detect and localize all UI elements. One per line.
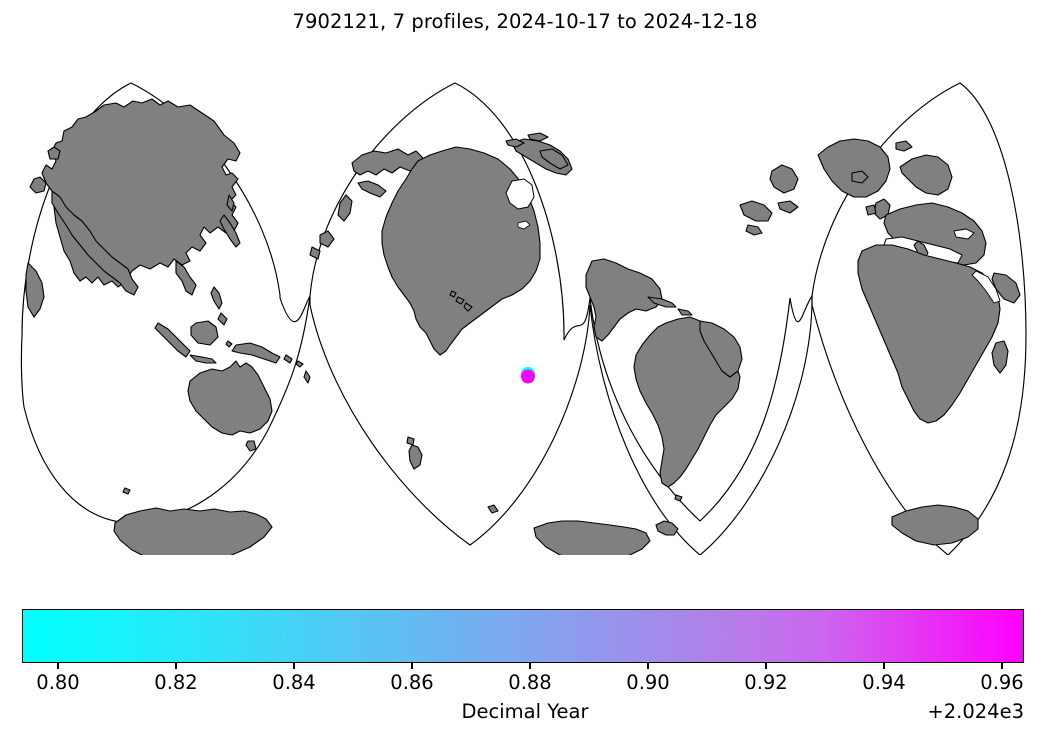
- lobe-europe-africa: [699, 82, 1027, 555]
- tick-mark: [647, 663, 649, 669]
- coastline-chukotka-sliver: [309, 246, 321, 260]
- coastline-africa-east-edge: [25, 262, 45, 318]
- coastline-hawaii: [449, 290, 457, 298]
- lobe-eurasia-australia: [20, 82, 311, 555]
- coastline-island-southern-1: [122, 487, 131, 495]
- coastline-aleutians: [357, 180, 387, 198]
- coastline-scandinavia-left: [47, 146, 61, 160]
- colorbar-axis-label: Decimal Year: [461, 700, 589, 723]
- coastline-north-america: [381, 146, 541, 356]
- coastline-greenland: [817, 138, 891, 198]
- coastline-philippines: [210, 286, 223, 310]
- coastline-europe-left: [29, 176, 47, 194]
- colorbar-gradient[interactable]: [22, 609, 1024, 663]
- coastline-arctic-island-1: [505, 138, 525, 148]
- world-map: [20, 82, 1027, 555]
- coastline-africa: [857, 244, 1001, 424]
- coastline-island-south-atlantic: [674, 494, 683, 502]
- tick-label: 0.86: [390, 671, 434, 694]
- profile-data-points[interactable]: [521, 367, 535, 384]
- coastline-hispaniola: [677, 308, 693, 316]
- coastline-island-small-2: [225, 340, 233, 348]
- lobe-americas: [309, 82, 813, 555]
- coastline-scandinavia: [899, 154, 953, 196]
- tick-mark: [529, 663, 531, 669]
- coastline-indochina: [175, 260, 197, 296]
- coastline-island-small-1: [295, 360, 304, 368]
- coastline-antarctic-peninsula: [655, 520, 679, 536]
- lobe-outline-2: [309, 82, 813, 555]
- colorbar-tick-row: 0.80 0.82 0.84 0.86 0.88 0.90 0.92 0.94: [0, 663, 1050, 703]
- coastline-iceland: [851, 170, 869, 184]
- coastline-labrador-sliver: [739, 200, 773, 222]
- coastline-borneo: [190, 320, 219, 346]
- coastline-tasmania: [245, 440, 257, 452]
- coastline-antarctica-small: [487, 504, 499, 514]
- coastline-cuba: [647, 296, 677, 308]
- coastline-new-zealand-left: [303, 370, 311, 384]
- tick-mark: [883, 663, 885, 669]
- coastline-newfoundland: [745, 224, 763, 236]
- coastline-antarctica-west: [533, 520, 651, 555]
- tick-label: 0.80: [36, 671, 80, 694]
- coastline-svalbard: [895, 140, 913, 152]
- tick-mark: [175, 663, 177, 669]
- map-axes: [0, 55, 1050, 555]
- coastline-sumatra: [154, 322, 191, 358]
- coastline-australia: [187, 360, 273, 436]
- coastline-kamchatka-sliver-2: [319, 230, 335, 248]
- coastline-arabia-india: [51, 190, 139, 296]
- black-sea: [953, 228, 975, 240]
- tick-mark: [765, 663, 767, 669]
- coastline-antarctica-east: [113, 507, 273, 555]
- coastline-new-guinea: [231, 342, 281, 364]
- coastline-ireland: [865, 204, 877, 216]
- coastline-sakhalin: [226, 194, 235, 212]
- coastline-antarctica-right: [891, 504, 979, 546]
- colorbar[interactable]: [22, 609, 1024, 663]
- lobe-outline-3: [811, 82, 1027, 555]
- coastline-java: [189, 354, 217, 364]
- page-title: 7902121, 7 profiles, 2024-10-17 to 2024-…: [292, 10, 758, 33]
- coastline-philippines-south: [217, 312, 228, 326]
- red-sea: [971, 270, 1001, 304]
- tick-mark: [57, 663, 59, 669]
- tick-label: 0.84: [272, 671, 316, 694]
- tick-label: 0.82: [154, 671, 198, 694]
- coastline-kamchatka-sliver: [337, 194, 353, 222]
- coastline-canada-arctic-right: [777, 200, 799, 214]
- coastline-eurasia: [41, 98, 241, 288]
- tick-mark: [293, 663, 295, 669]
- coastline-madagascar: [991, 340, 1009, 374]
- tick-label: 0.90: [626, 671, 670, 694]
- tick-mark: [1001, 663, 1003, 669]
- coastline-arctic-island-2: [527, 132, 549, 142]
- coastline-hawaii-2: [455, 296, 465, 305]
- hudson-bay: [505, 178, 535, 210]
- coastline-south-america-sliver: [699, 320, 743, 378]
- tick-label: 0.94: [862, 671, 906, 694]
- tick-label: 0.96: [980, 671, 1024, 694]
- profile-point-latest[interactable]: [521, 369, 535, 384]
- coastline-mexico: [585, 258, 663, 342]
- coastline-solomon-islands: [283, 354, 293, 364]
- coastline-hawaii-3: [463, 302, 473, 312]
- tick-label: 0.92: [744, 671, 788, 694]
- coastline-new-zealand: [408, 444, 423, 470]
- coastline-ne-canada-sliver: [769, 164, 799, 194]
- great-lakes: [517, 220, 531, 230]
- coastline-japan: [219, 214, 241, 248]
- coastline-baffin-island: [539, 148, 569, 170]
- coastline-new-zealand-north: [406, 436, 415, 446]
- colorbar-offset-text: +2.024e3: [927, 700, 1024, 723]
- tick-mark: [411, 663, 413, 669]
- lobe-outline-1: [20, 82, 311, 524]
- tick-label: 0.88: [508, 671, 552, 694]
- coastline-arabia-right: [991, 272, 1021, 304]
